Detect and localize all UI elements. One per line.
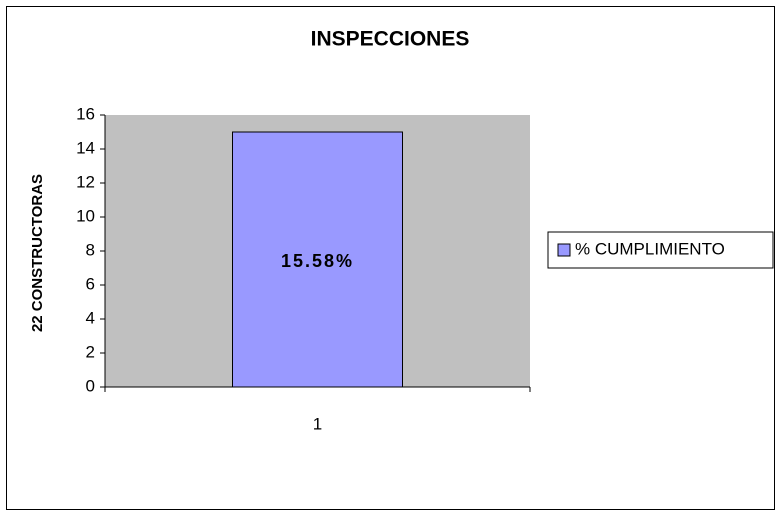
y-tick-label: 4	[86, 308, 95, 327]
y-tick-label: 8	[86, 240, 95, 259]
y-tick-label: 6	[86, 274, 95, 293]
y-tick-label: 2	[86, 342, 95, 361]
y-tick-label: 12	[76, 172, 95, 191]
legend-box	[547, 231, 774, 269]
y-axis-label: 22 CONSTRUCTORAS	[29, 174, 46, 332]
annotation: 15.58%	[281, 251, 354, 271]
y-tick-label: 16	[76, 104, 95, 123]
chart-title: INSPECCIONES	[311, 28, 470, 51]
y-tick-label: 14	[76, 138, 95, 157]
y-tick-label: 10	[76, 206, 95, 225]
legend-swatch	[557, 243, 571, 257]
y-tick-label: 0	[86, 376, 95, 395]
legend-label: % CUMPLIMIENTO	[575, 239, 725, 258]
bar	[232, 131, 403, 388]
x-tick-label: 1	[313, 414, 322, 433]
